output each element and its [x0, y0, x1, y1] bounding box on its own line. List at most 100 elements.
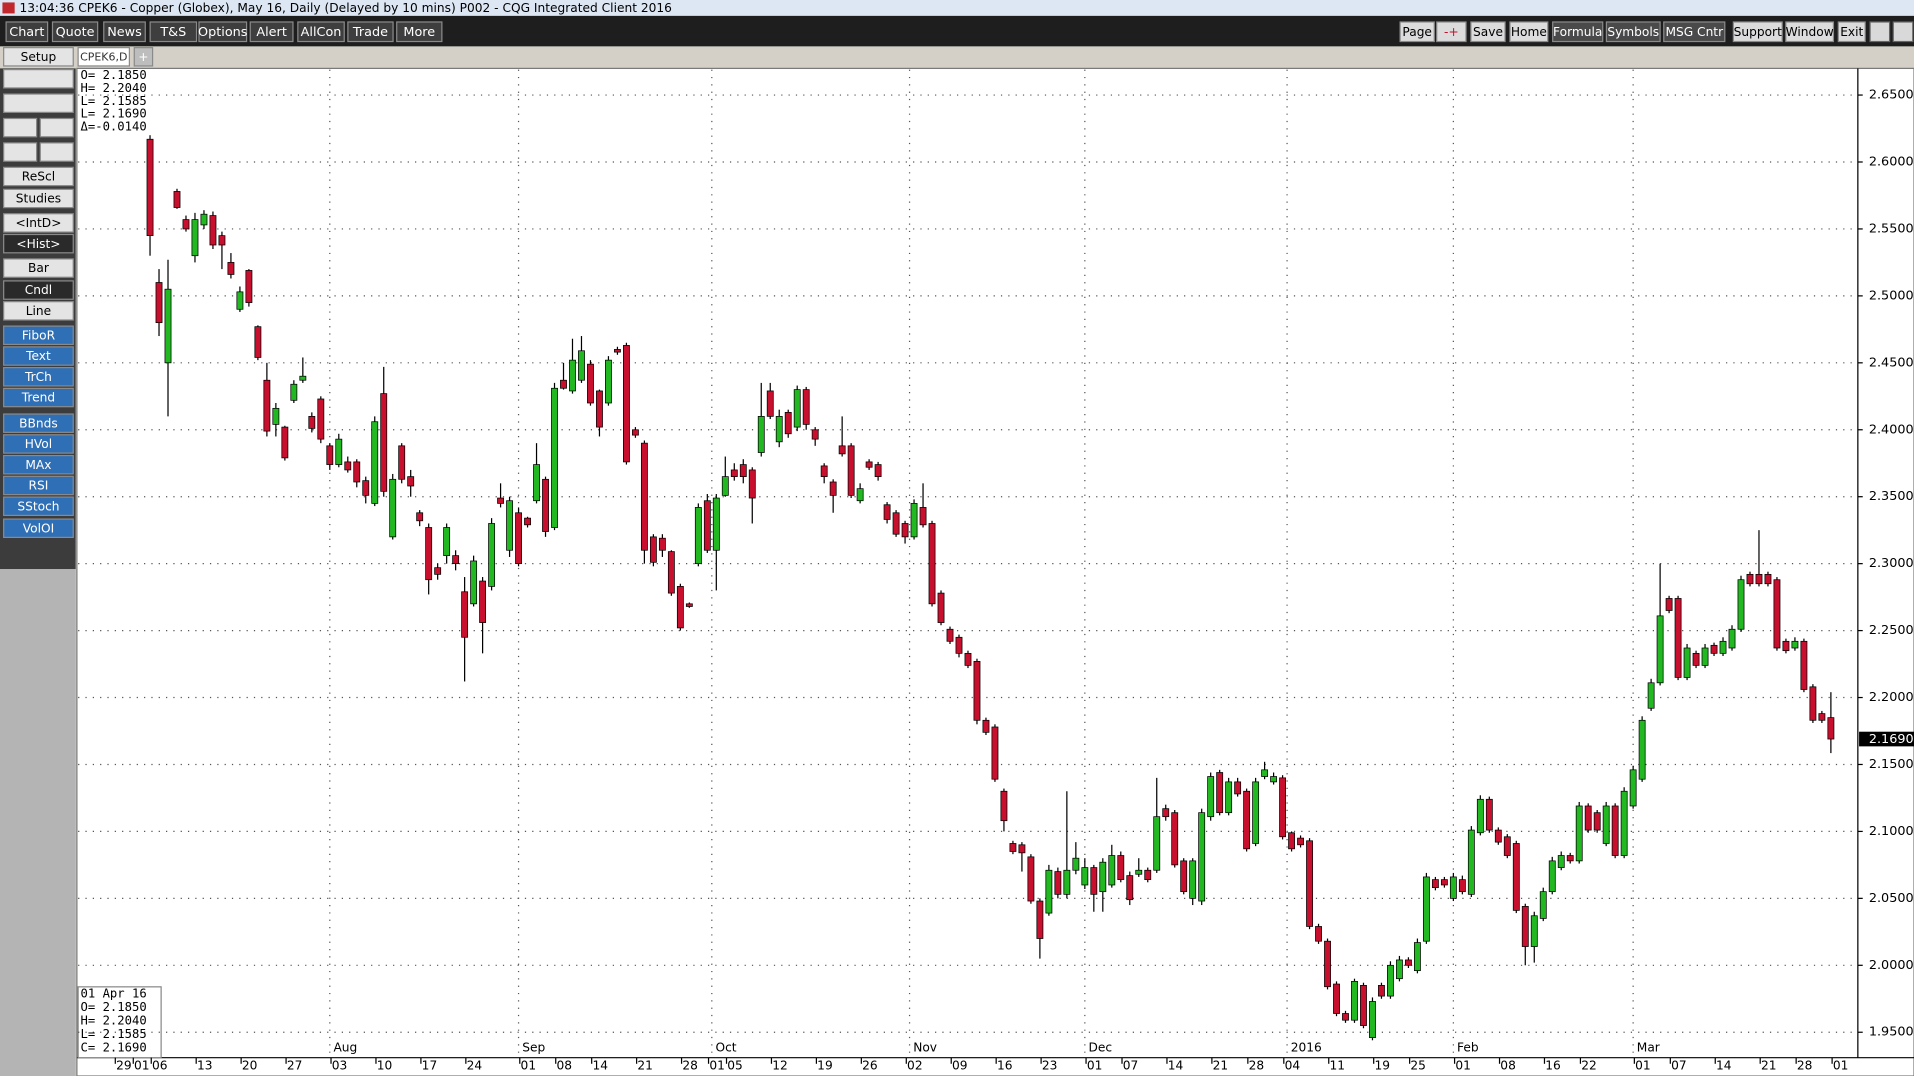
ohlc-readout: L= 2.1585 [81, 94, 147, 108]
sidebar-button[interactable] [3, 280, 74, 300]
x-tick-label: 10 [377, 1059, 393, 1073]
menu-button[interactable] [347, 21, 394, 43]
candle-body [1252, 781, 1260, 844]
x-tick-label: 01 [709, 1059, 725, 1073]
menu-button-label: Quote [56, 25, 95, 40]
sidebar-button[interactable] [3, 325, 74, 346]
candle-body [1431, 879, 1439, 889]
right-menu-button[interactable] [1837, 21, 1866, 43]
sidebar-button[interactable] [3, 434, 74, 454]
sidebar-button[interactable] [3, 454, 74, 475]
sidebar-button[interactable] [3, 496, 74, 517]
x-tick-label: 01 [1635, 1059, 1651, 1073]
sidebar-button[interactable] [3, 233, 74, 254]
candle-body [991, 726, 999, 780]
right-menu-button[interactable] [1785, 21, 1835, 43]
tool-button[interactable] [3, 93, 74, 113]
tool-button[interactable] [39, 117, 74, 138]
candle-body [290, 383, 298, 401]
x-tick-label: 19 [1374, 1059, 1390, 1073]
setup-button[interactable] [3, 47, 74, 67]
sidebar-button[interactable] [3, 518, 74, 538]
sidebar-button[interactable] [3, 475, 74, 496]
menu-button[interactable] [249, 21, 294, 43]
candle-body [1027, 856, 1035, 902]
right-menu-button[interactable] [1436, 21, 1467, 43]
y-tick-label: 2.0000 [1869, 958, 1914, 973]
sidebar-button[interactable] [3, 346, 74, 366]
candle-body [434, 567, 442, 575]
candle-body [1360, 985, 1367, 1026]
sidebar-button-label: Text [25, 349, 51, 363]
right-menu-button[interactable] [1605, 21, 1661, 43]
candle-body [1162, 808, 1170, 818]
candle-body [227, 262, 235, 275]
candle-body [685, 603, 693, 607]
tool-button[interactable] [3, 142, 38, 162]
x-tick-label: 28 [682, 1059, 698, 1073]
sidebar-button[interactable] [3, 188, 74, 209]
candle-body [344, 461, 352, 471]
sidebar-button[interactable] [3, 367, 74, 387]
menu-button[interactable] [5, 21, 49, 43]
candle-body [1458, 879, 1466, 893]
sidebar-button[interactable] [3, 213, 74, 233]
candle-body [1773, 579, 1781, 649]
candle-body [1584, 805, 1592, 831]
candle-body [425, 527, 433, 581]
candle-body [335, 438, 343, 465]
menu-button-label: Options [198, 25, 248, 40]
right-menu-button[interactable] [1470, 21, 1506, 43]
candle-body [614, 349, 621, 353]
menu-button[interactable] [297, 21, 345, 43]
candle-body [605, 359, 612, 404]
tab[interactable] [77, 47, 131, 67]
x-tick-label: 13 [197, 1059, 213, 1073]
sidebar-button[interactable] [3, 301, 74, 321]
sidebar-button[interactable] [3, 387, 74, 408]
candle-body [946, 628, 954, 642]
right-menu-button[interactable] [1399, 21, 1435, 43]
candle-body [1566, 855, 1574, 862]
menu-button-label: News [107, 25, 142, 40]
right-menu-button[interactable] [1552, 21, 1604, 43]
candle-body [443, 527, 451, 556]
app-icon [2, 2, 15, 14]
candle-body [1135, 869, 1143, 875]
sidebar-button[interactable] [3, 258, 74, 278]
menu-button[interactable] [198, 21, 248, 43]
y-tick-label: 2.4000 [1869, 422, 1914, 437]
candle-body [784, 411, 792, 435]
right-menu-button[interactable] [1509, 21, 1549, 43]
tab-add[interactable] [133, 47, 154, 67]
menu-button[interactable] [51, 21, 99, 43]
candle-body [1342, 1013, 1349, 1021]
candle-body [389, 478, 397, 538]
candle-body [1054, 871, 1062, 895]
right-menu-button[interactable] [1663, 21, 1726, 43]
candle-body [1665, 598, 1673, 611]
right-menu-button[interactable] [1732, 21, 1783, 43]
tool-button[interactable] [3, 117, 38, 138]
menu-button[interactable] [396, 21, 443, 43]
sidebar-button[interactable] [3, 413, 74, 433]
candle-body [1306, 840, 1313, 927]
candle-body [874, 464, 882, 477]
candle-body [1396, 959, 1403, 980]
candle-body [1629, 769, 1637, 807]
restore-button[interactable] [1869, 21, 1891, 43]
candle-body [1369, 1001, 1376, 1038]
month-label: Aug [333, 1040, 357, 1054]
candle-body [1719, 640, 1727, 654]
candle-body [326, 445, 334, 465]
tool-button[interactable] [39, 142, 74, 162]
print-button[interactable] [3, 69, 74, 89]
candle-body [218, 235, 226, 246]
help-button[interactable] [1892, 21, 1914, 43]
candle-body [461, 591, 469, 638]
menu-button[interactable] [103, 21, 146, 43]
menu-button[interactable] [149, 21, 198, 43]
sidebar-button[interactable] [3, 166, 74, 187]
candle-body [1737, 579, 1745, 630]
x-tick-label: 03 [332, 1059, 348, 1073]
